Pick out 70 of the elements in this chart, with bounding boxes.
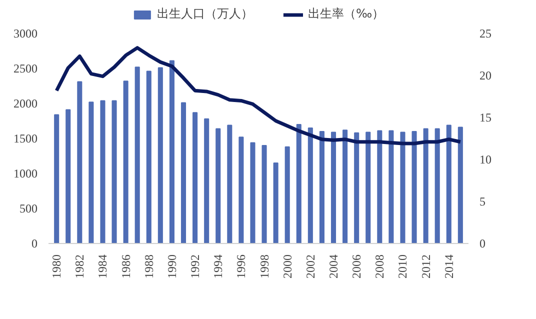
x-tick-label: 2008 xyxy=(372,254,387,278)
y-tick-label: 2000 xyxy=(14,96,38,110)
x-tick-label: 1984 xyxy=(96,254,110,278)
y2-tick-label: 15 xyxy=(480,110,492,124)
bar xyxy=(112,100,117,244)
y2-tick-label: 0 xyxy=(480,236,486,250)
bar xyxy=(134,66,140,244)
bar xyxy=(158,67,163,244)
bar xyxy=(423,128,428,244)
y-tick-label: 3000 xyxy=(14,26,38,40)
x-tick-label: 1994 xyxy=(211,254,226,278)
bar xyxy=(88,102,94,244)
y2-tick-label: 20 xyxy=(480,68,492,82)
bar xyxy=(180,102,186,244)
bar xyxy=(308,128,313,244)
bar xyxy=(100,100,106,244)
bar xyxy=(273,162,278,244)
x-tick-label: 1990 xyxy=(164,254,179,278)
bar xyxy=(284,146,290,244)
bar xyxy=(227,124,232,244)
x-tick-label: 1992 xyxy=(188,254,202,278)
bar xyxy=(377,130,382,244)
y2-tick-label: 25 xyxy=(480,26,492,40)
bar xyxy=(400,132,406,244)
bar xyxy=(262,145,267,244)
bar xyxy=(354,132,360,244)
x-tick-label: 1996 xyxy=(234,254,248,278)
bar xyxy=(192,112,198,244)
bar xyxy=(238,136,244,244)
bar xyxy=(204,118,210,244)
y2-tick-label: 10 xyxy=(480,152,492,166)
bar xyxy=(66,109,71,244)
bar xyxy=(250,142,256,244)
y-tick-label: 500 xyxy=(20,202,38,216)
bar xyxy=(216,128,221,244)
y-tick-label: 1000 xyxy=(14,166,38,180)
x-tick-label: 2004 xyxy=(326,254,340,278)
bar xyxy=(342,130,348,244)
x-tick-label: 2000 xyxy=(280,254,294,278)
bar xyxy=(388,130,394,244)
bar xyxy=(412,131,417,244)
y-tick-label: 1500 xyxy=(14,132,38,146)
x-tick-label: 1980 xyxy=(50,254,64,278)
bar xyxy=(458,126,463,244)
x-tick-label: 2014 xyxy=(442,254,456,278)
bar xyxy=(434,128,440,244)
legend-label: 出生人口（万人） xyxy=(156,6,253,22)
x-tick-label: 2006 xyxy=(350,254,364,278)
bar xyxy=(146,70,152,244)
bar xyxy=(296,124,302,244)
x-tick-label: 2002 xyxy=(303,254,318,278)
x-tick-label: 1988 xyxy=(142,254,156,278)
bar xyxy=(446,124,452,244)
x-tick-label: 1986 xyxy=(118,254,133,278)
bar xyxy=(54,114,60,244)
y-tick-label: 2500 xyxy=(14,62,38,76)
y-tick-label: 0 xyxy=(32,236,38,250)
bar xyxy=(366,132,371,244)
x-tick-label: 2010 xyxy=(396,254,410,278)
y2-tick-label: 5 xyxy=(480,194,486,208)
bar xyxy=(169,60,174,244)
x-tick-label: 1998 xyxy=(257,254,272,278)
x-tick-label: 1982 xyxy=(72,254,87,278)
bar xyxy=(123,80,128,244)
bar xyxy=(319,131,324,244)
x-tick-label: 2012 xyxy=(418,254,433,278)
bar xyxy=(330,132,336,244)
legend-label: 出生率（‰） xyxy=(308,6,384,22)
line-series xyxy=(54,46,462,146)
bar xyxy=(77,81,82,244)
